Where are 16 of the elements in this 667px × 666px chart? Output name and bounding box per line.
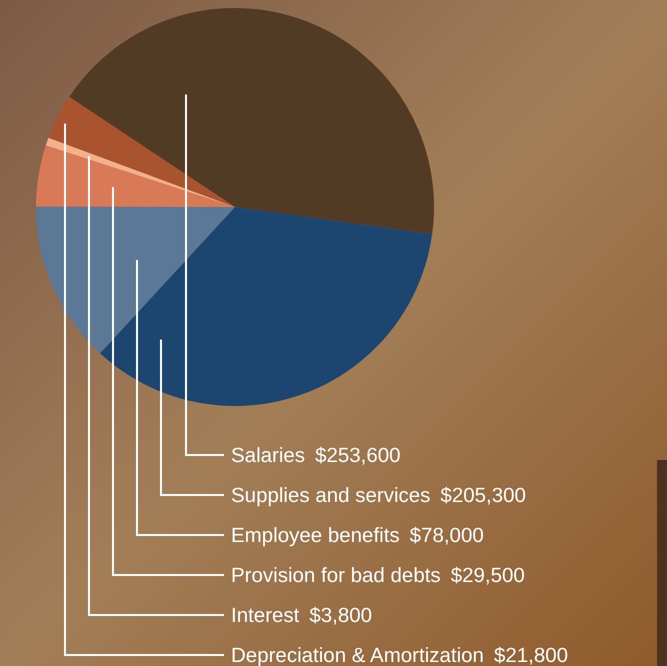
data-label: $3,800 bbox=[309, 604, 372, 627]
pie-slice bbox=[36, 206, 235, 354]
pie-slice bbox=[100, 207, 432, 406]
data-label: $21,800 bbox=[494, 644, 568, 666]
data-label: $78,000 bbox=[410, 524, 484, 547]
data-label: $253,600 bbox=[315, 444, 401, 467]
slice-label: Depreciation & Amortization bbox=[231, 644, 484, 666]
slice-label: Provision for bad debts bbox=[231, 564, 441, 587]
slice-label: Employee benefits bbox=[231, 524, 400, 547]
data-label: $29,500 bbox=[450, 564, 525, 587]
pie-slice bbox=[69, 8, 434, 234]
slice-label: Salaries bbox=[231, 444, 306, 467]
pie-slice bbox=[48, 96, 235, 207]
slice-label: Supplies and services bbox=[231, 484, 430, 507]
slice-label: Interest bbox=[231, 604, 300, 627]
data-label: $205,300 bbox=[440, 484, 526, 507]
